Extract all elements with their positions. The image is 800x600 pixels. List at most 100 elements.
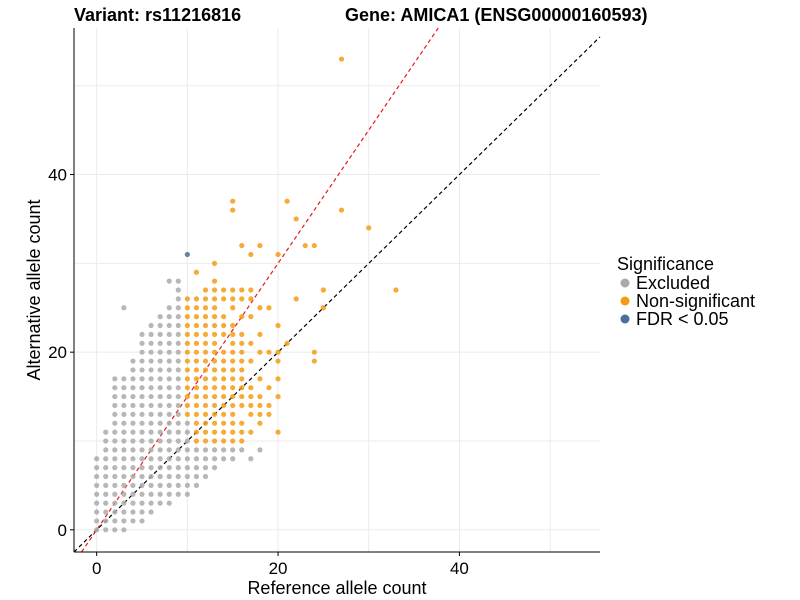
- point-excluded: [175, 305, 181, 311]
- legend-title: Significance: [617, 254, 714, 274]
- point-non-significant: [211, 367, 218, 373]
- point-non-significant: [230, 207, 236, 213]
- point-non-significant: [230, 367, 236, 373]
- point-excluded: [103, 447, 109, 453]
- point-non-significant: [202, 340, 209, 346]
- point-excluded: [148, 491, 154, 497]
- point-non-significant: [230, 438, 236, 444]
- point-excluded: [175, 438, 181, 444]
- point-excluded: [130, 420, 136, 426]
- point-non-significant: [193, 331, 200, 338]
- point-excluded: [157, 367, 163, 373]
- point-non-significant: [266, 349, 272, 355]
- point-excluded: [112, 385, 118, 391]
- point-excluded: [139, 402, 145, 409]
- point-non-significant: [184, 393, 190, 400]
- point-excluded: [148, 322, 154, 329]
- point-excluded: [166, 465, 172, 471]
- point-excluded: [148, 411, 154, 417]
- point-excluded: [248, 456, 254, 462]
- point-excluded: [130, 509, 136, 515]
- legend-label-non-significant: Non-significant: [636, 291, 755, 311]
- point-excluded: [184, 438, 190, 444]
- point-non-significant: [239, 420, 245, 426]
- point-excluded: [193, 482, 200, 488]
- point-excluded: [103, 438, 109, 444]
- point-non-significant: [230, 296, 236, 302]
- point-excluded: [148, 429, 154, 435]
- point-non-significant: [193, 438, 200, 444]
- point-non-significant: [202, 367, 209, 373]
- point-non-significant: [239, 438, 245, 444]
- point-excluded: [148, 393, 154, 400]
- point-excluded: [157, 482, 163, 488]
- point-non-significant: [239, 349, 245, 355]
- point-excluded: [121, 420, 127, 426]
- point-excluded: [157, 465, 163, 471]
- point-excluded: [157, 385, 163, 391]
- point-excluded: [239, 447, 245, 453]
- point-excluded: [175, 491, 181, 497]
- point-non-significant: [230, 349, 236, 355]
- point-non-significant: [193, 411, 200, 417]
- point-excluded: [157, 473, 163, 480]
- point-excluded: [193, 456, 200, 462]
- y-axis-title: Alternative allele count: [24, 199, 44, 380]
- point-excluded: [175, 482, 181, 488]
- point-excluded: [230, 447, 236, 453]
- point-non-significant: [239, 393, 245, 400]
- point-excluded: [94, 465, 100, 471]
- point-non-significant: [202, 287, 209, 293]
- point-excluded: [148, 358, 154, 364]
- point-excluded: [130, 482, 136, 488]
- point-non-significant: [257, 376, 263, 382]
- point-non-significant: [193, 385, 200, 391]
- point-excluded: [175, 322, 181, 329]
- x-tick-label: 0: [92, 559, 101, 578]
- point-non-significant: [230, 305, 236, 311]
- point-excluded: [112, 527, 118, 533]
- point-non-significant: [202, 438, 209, 444]
- point-excluded: [148, 331, 154, 338]
- point-excluded: [139, 340, 145, 346]
- point-non-significant: [211, 358, 218, 364]
- point-excluded: [184, 491, 190, 497]
- point-non-significant: [221, 358, 227, 364]
- point-non-significant: [266, 385, 272, 391]
- point-excluded: [121, 411, 127, 417]
- point-excluded: [130, 393, 136, 400]
- point-non-significant: [184, 296, 190, 302]
- point-non-significant: [230, 358, 236, 364]
- point-excluded: [211, 447, 218, 453]
- point-non-significant: [184, 385, 190, 391]
- point-non-significant: [184, 305, 190, 311]
- point-non-significant: [193, 402, 200, 409]
- point-excluded: [130, 518, 136, 524]
- point-non-significant: [202, 420, 209, 426]
- point-non-significant: [266, 411, 272, 417]
- point-excluded: [157, 349, 163, 355]
- point-excluded: [175, 456, 181, 462]
- point-non-significant: [320, 287, 326, 293]
- point-non-significant: [202, 305, 209, 311]
- point-non-significant: [230, 411, 236, 417]
- point-excluded: [221, 456, 227, 462]
- point-excluded: [139, 438, 145, 444]
- point-excluded: [103, 429, 109, 435]
- point-excluded: [103, 500, 109, 506]
- point-excluded: [112, 411, 118, 417]
- point-excluded: [175, 331, 181, 338]
- point-non-significant: [230, 322, 236, 329]
- point-non-significant: [248, 251, 254, 258]
- point-excluded: [103, 456, 109, 462]
- point-excluded: [202, 473, 209, 480]
- point-excluded: [175, 420, 181, 426]
- point-non-significant: [202, 385, 209, 391]
- point-excluded: [130, 500, 136, 506]
- point-excluded: [121, 491, 127, 497]
- point-non-significant: [211, 296, 218, 302]
- point-excluded: [166, 500, 172, 506]
- point-excluded: [175, 287, 181, 293]
- point-excluded: [139, 473, 145, 480]
